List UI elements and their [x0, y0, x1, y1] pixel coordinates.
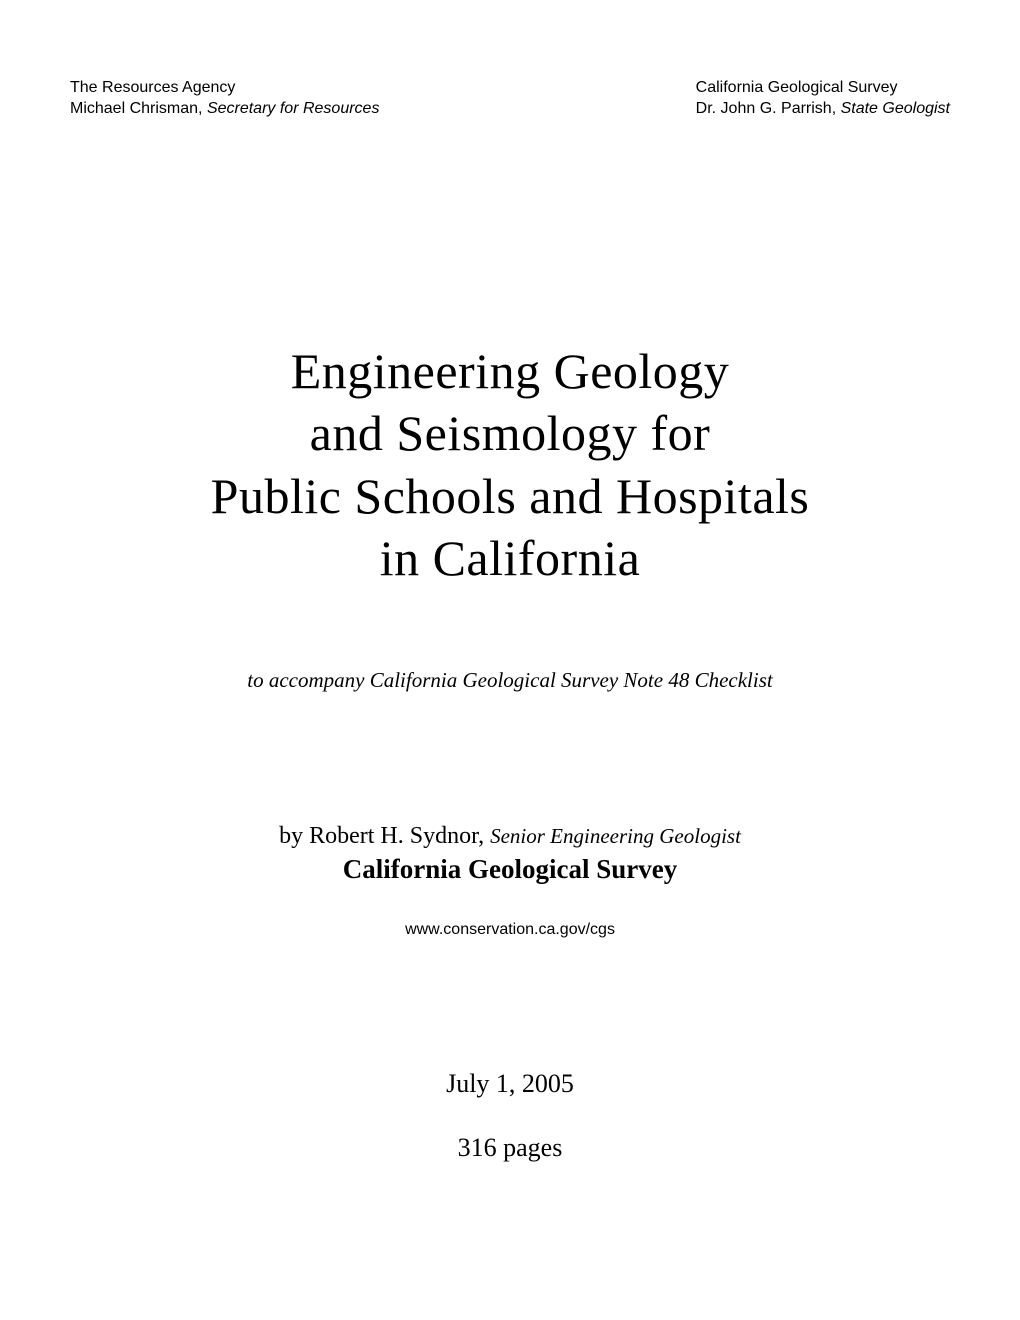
header-left-title: Secretary for Resources	[207, 100, 380, 117]
author-name: Robert H. Sydnor,	[309, 823, 490, 849]
subtitle: to accompany California Geological Surve…	[70, 668, 950, 693]
title-line-3: Public Schools and Hospitals	[211, 468, 810, 524]
header-right-block: California Geological Survey Dr. John G.…	[696, 78, 950, 120]
date-block: July 1, 2005 316 pages	[70, 1069, 950, 1163]
organization-name: California Geological Survey	[70, 854, 950, 885]
author-line: by Robert H. Sydnor, Senior Engineering …	[70, 823, 950, 850]
author-role: Senior Engineering Geologist	[490, 824, 741, 848]
header-left-agency: The Resources Agency	[70, 78, 379, 99]
document-header: The Resources Agency Michael Chrisman, S…	[70, 78, 950, 120]
author-by: by	[279, 823, 309, 849]
title-line-4: in California	[380, 530, 641, 586]
header-right-person: Dr. John G. Parrish,	[696, 100, 841, 117]
main-title: Engineering Geology and Seismology for P…	[70, 340, 950, 590]
author-block: by Robert H. Sydnor, Senior Engineering …	[70, 823, 950, 939]
publication-date: July 1, 2005	[70, 1069, 950, 1099]
header-left-block: The Resources Agency Michael Chrisman, S…	[70, 78, 379, 120]
header-right-agency: California Geological Survey	[696, 78, 950, 99]
header-left-person: Michael Chrisman,	[70, 100, 207, 117]
header-right-title: State Geologist	[841, 100, 950, 117]
website-url: www.conservation.ca.gov/cgs	[70, 921, 950, 939]
title-line-2: and Seismology for	[310, 405, 711, 461]
title-line-1: Engineering Geology	[291, 343, 730, 399]
page-count: 316 pages	[70, 1133, 950, 1163]
